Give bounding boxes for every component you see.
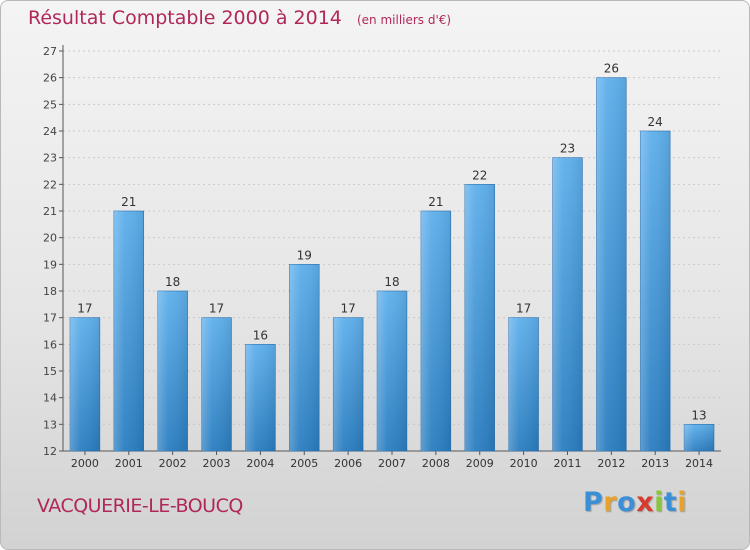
bar-shine xyxy=(640,131,671,451)
data-label: 17 xyxy=(516,302,531,316)
bar-shine xyxy=(377,291,407,451)
bar-shine xyxy=(70,317,100,451)
y-tick-label: 16 xyxy=(43,338,57,351)
bar-shine xyxy=(596,77,627,452)
brand-letter: r xyxy=(603,487,618,518)
y-tick-label: 22 xyxy=(43,178,57,191)
chart-subtitle: (en milliers d'€) xyxy=(356,13,452,27)
brand-logo: Proxiti xyxy=(583,487,687,518)
y-tick-label: 12 xyxy=(43,445,57,458)
brand-letter: x xyxy=(636,487,655,518)
x-tick-label: 2001 xyxy=(115,457,143,470)
x-tick-label: 2012 xyxy=(597,457,625,470)
x-tick-label: 2004 xyxy=(246,457,274,470)
y-tick-label: 15 xyxy=(43,365,57,378)
x-tick-label: 2005 xyxy=(290,457,318,470)
axis-layer: 12 13 14 15 16 17 18 19 20 21 22 23 24 25 26 27 2000 2001… xyxy=(43,45,721,470)
y-tick-label: 27 xyxy=(43,45,57,58)
x-tick-label: 2000 xyxy=(71,457,99,470)
bar-shine xyxy=(508,317,539,451)
y-tick-label: 21 xyxy=(43,205,57,218)
data-label: 19 xyxy=(297,248,312,262)
data-label: 17 xyxy=(340,302,355,316)
x-tick-label: 2008 xyxy=(422,457,450,470)
x-tick-label: 2014 xyxy=(685,457,713,470)
data-label: 17 xyxy=(209,302,224,316)
y-tick-label: 25 xyxy=(43,98,57,111)
location-label: VACQUERIE-LE-BOUCQ xyxy=(37,495,243,517)
x-tick-label: 2011 xyxy=(553,457,581,470)
brand-letter: t xyxy=(663,487,678,518)
data-label: 17 xyxy=(77,302,92,316)
y-tick-label: 18 xyxy=(43,285,57,298)
data-label: 18 xyxy=(384,275,399,289)
y-tick-label: 13 xyxy=(43,418,57,431)
y-tick-label: 24 xyxy=(43,125,57,138)
bar-shine xyxy=(157,291,188,451)
bar-shine xyxy=(289,264,320,451)
x-tick-label: 2007 xyxy=(378,457,406,470)
bar-layer xyxy=(69,77,715,452)
data-label: 16 xyxy=(253,328,268,342)
y-tick-label: 14 xyxy=(43,392,57,405)
title-line: Résultat Comptable 2000 à 2014 (en milli… xyxy=(28,7,451,29)
data-label: 23 xyxy=(560,142,575,156)
data-label: 24 xyxy=(648,115,663,129)
x-tick-label: 2002 xyxy=(159,457,187,470)
bar-shine xyxy=(684,424,714,451)
y-tick-label: 17 xyxy=(43,312,57,325)
y-tick-label: 19 xyxy=(43,258,57,271)
data-label: 21 xyxy=(121,195,136,209)
y-tick-label: 26 xyxy=(43,72,57,85)
data-label: 21 xyxy=(428,195,443,209)
brand-letter: i xyxy=(654,487,664,518)
data-label: 26 xyxy=(604,62,619,76)
brand-letter: i xyxy=(677,487,688,518)
x-tick-label: 2010 xyxy=(510,457,538,470)
bar-shine xyxy=(420,211,451,451)
bar-shine xyxy=(201,317,232,451)
y-tick-label: 23 xyxy=(43,152,57,165)
x-tick-label: 2013 xyxy=(641,457,669,470)
label-layer: 17 21 18 17 16 19 17 18 21 22 17 23 26 24 13 xyxy=(77,62,706,423)
y-tick-label: 20 xyxy=(43,232,57,245)
bar-shine xyxy=(333,317,364,451)
bar-shine xyxy=(113,211,144,451)
bar-shine xyxy=(245,344,276,451)
bar-shine xyxy=(464,184,495,452)
data-label: 22 xyxy=(472,168,487,182)
brand-letter: P xyxy=(583,487,604,518)
chart-title: Résultat Comptable 2000 à 2014 xyxy=(28,7,342,29)
data-label: 13 xyxy=(691,408,706,422)
x-tick-label: 2006 xyxy=(334,457,362,470)
bar-shine xyxy=(552,157,583,451)
x-tick-label: 2003 xyxy=(203,457,231,470)
x-tick-label: 2009 xyxy=(466,457,494,470)
data-label: 18 xyxy=(165,275,180,289)
brand-letter: o xyxy=(617,487,637,518)
